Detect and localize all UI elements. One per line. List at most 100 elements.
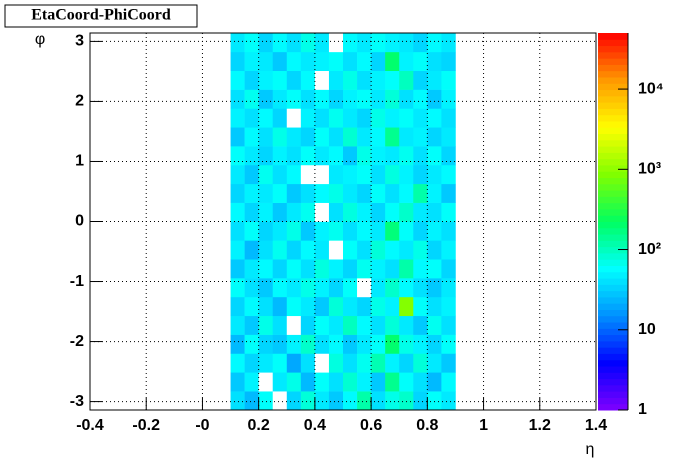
heatmap-cell — [230, 108, 245, 128]
heatmap-cell — [230, 33, 245, 53]
heatmap-cell — [357, 278, 372, 298]
palette-step — [598, 127, 628, 135]
heatmap-cell — [258, 391, 274, 411]
palette-step — [598, 372, 628, 380]
heatmap-cell — [230, 315, 245, 335]
heatmap-cell — [385, 164, 400, 185]
heatmap-cell — [413, 70, 428, 90]
heatmap-cell — [343, 296, 358, 317]
heatmap-cell — [230, 259, 245, 279]
heatmap-cell — [300, 127, 316, 147]
heatmap-cell — [314, 108, 330, 128]
heatmap-cell — [357, 240, 372, 260]
heatmap-cell — [300, 259, 316, 279]
heatmap-cell — [300, 315, 316, 335]
palette-step — [598, 340, 628, 348]
heatmap-cell — [314, 127, 330, 147]
x-tick-label: 1.2 — [529, 417, 551, 434]
heatmap-cell — [427, 240, 442, 260]
heatmap-cell — [371, 146, 386, 166]
heatmap-cell — [230, 89, 245, 109]
heatmap-cell — [357, 146, 372, 166]
heatmap-cell — [441, 240, 456, 260]
heatmap-cell — [328, 240, 344, 260]
heatmap-cell — [371, 372, 386, 392]
heatmap-cell — [399, 164, 414, 185]
heatmap-cell — [286, 33, 302, 53]
palette-step — [598, 246, 628, 254]
heatmap-cell — [328, 334, 344, 354]
palette-step — [598, 177, 628, 185]
heatmap-cell — [441, 315, 456, 335]
heatmap-cell — [300, 202, 316, 222]
palette-step — [598, 114, 628, 122]
palette-step — [598, 384, 628, 392]
heatmap-cell — [371, 391, 386, 411]
palette-step — [598, 208, 628, 216]
palette-step — [598, 353, 628, 361]
heatmap-cell — [272, 51, 288, 71]
heatmap-cell — [357, 33, 372, 53]
palette-step — [598, 102, 628, 109]
heatmap-cell — [314, 164, 330, 185]
heatmap-cell — [328, 259, 344, 279]
heatmap-cell — [314, 183, 330, 203]
heatmap-cell — [272, 259, 288, 279]
heatmap-cell — [343, 391, 358, 411]
heatmap-cell — [427, 296, 442, 317]
plot-frame — [89, 32, 597, 411]
x-tick-label: 1 — [479, 417, 488, 434]
palette-step — [598, 202, 628, 210]
heatmap-cell — [441, 202, 456, 222]
heatmap-cell — [413, 315, 428, 335]
heatmap-cell — [427, 334, 442, 354]
heatmap-cell — [244, 202, 259, 222]
heatmap-cell — [286, 183, 302, 203]
heatmap-cell — [328, 391, 344, 411]
palette-step — [598, 133, 628, 141]
heatmap-cell — [258, 240, 274, 260]
heatmap-cell — [343, 221, 358, 241]
heatmap-cell — [300, 33, 316, 53]
heatmap-cell — [258, 51, 274, 71]
heatmap-cell — [385, 70, 400, 90]
palette-step — [598, 33, 628, 40]
heatmap-cell — [357, 315, 372, 335]
heatmap-cell — [357, 334, 372, 354]
heatmap-cell — [427, 108, 442, 128]
heatmap-cell — [272, 33, 288, 53]
heatmap-cell — [300, 221, 316, 241]
x-axis-label: η — [586, 441, 595, 458]
heatmap-cell — [286, 70, 302, 90]
palette-step — [598, 158, 628, 166]
z-tick-label: 10³ — [638, 161, 661, 178]
x-tick-label: -0.2 — [132, 417, 160, 434]
heatmap-cell — [272, 89, 288, 109]
heatmap-cell — [272, 127, 288, 147]
heatmap-cell — [371, 259, 386, 279]
y-tick-label: 1 — [75, 153, 84, 170]
heatmap-cell — [385, 372, 400, 392]
heatmap-cell — [244, 33, 259, 53]
palette-step — [598, 366, 628, 373]
heatmap-cell — [300, 164, 316, 185]
heatmap-cell — [413, 51, 428, 71]
heatmap-cell — [385, 296, 400, 317]
heatmap-cell — [244, 372, 259, 392]
heatmap-cell — [328, 278, 344, 298]
heatmap-cell — [427, 221, 442, 241]
heatmap-cell — [399, 89, 414, 109]
heatmap-cell — [357, 183, 372, 203]
heatmap-cell — [286, 127, 302, 147]
y-tick-label: -3 — [70, 393, 84, 410]
palette-step — [598, 76, 628, 84]
heatmap-cell — [244, 70, 259, 90]
heatmap-cell — [427, 127, 442, 147]
heatmap-cell — [230, 221, 245, 241]
heatmap-cell — [427, 146, 442, 166]
heatmap-cell — [399, 127, 414, 147]
heatmap-cell — [357, 391, 372, 411]
heatmap-cell — [427, 391, 442, 411]
heatmap-cell — [230, 70, 245, 90]
